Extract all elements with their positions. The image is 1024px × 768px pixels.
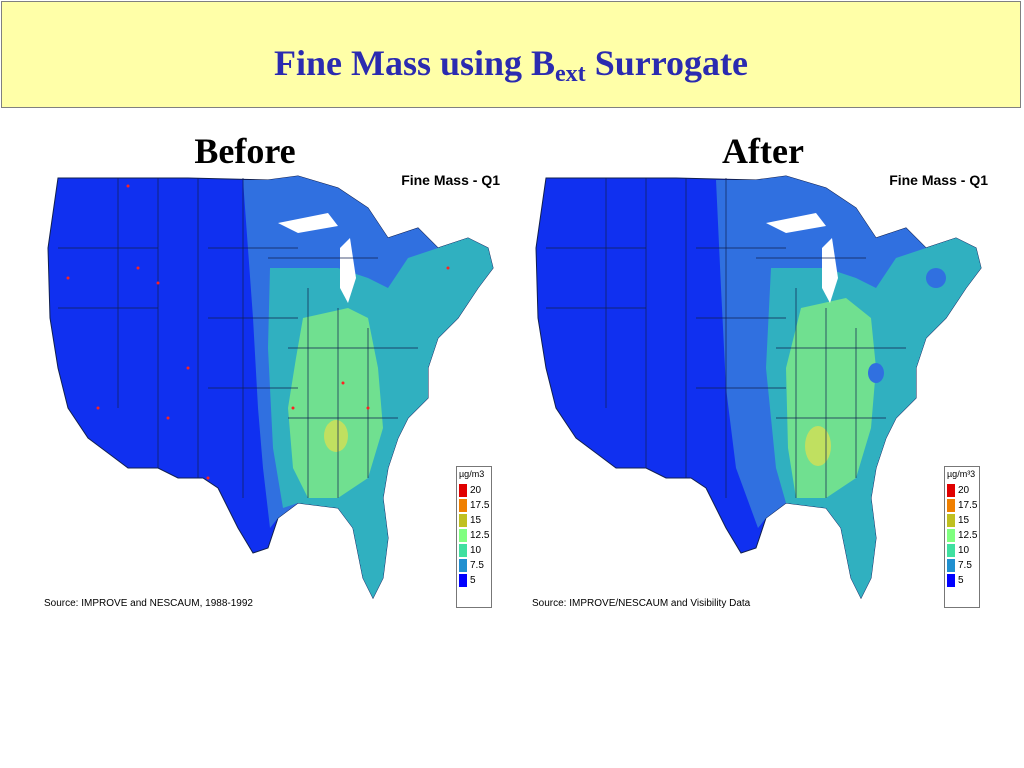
title-main: Fine Mass using B: [273, 43, 556, 83]
legend-row: 15: [947, 513, 969, 528]
after-label: After: [722, 131, 804, 171]
before-map-panel: Fine Mass - Q1 Source: IMPROVE and NESCA…: [38, 168, 508, 613]
before-label: Before: [194, 131, 296, 171]
legend-swatch: [947, 574, 955, 587]
legend-swatch: [459, 484, 467, 497]
after-map-title: Fine Mass - Q1: [889, 172, 988, 188]
legend-level: 10: [470, 545, 482, 556]
legend-level: 7.5: [958, 560, 972, 571]
legend-level: 15: [470, 515, 482, 526]
legend-level: 15: [958, 515, 970, 526]
legend-swatch: [459, 574, 467, 587]
legend-row: 20: [459, 483, 481, 498]
legend-row: 15: [459, 513, 481, 528]
legend-row: 12.5: [459, 528, 489, 543]
legend-swatch: [947, 514, 955, 527]
after-map: [535, 175, 982, 600]
legend-row: 20: [947, 483, 969, 498]
legend-swatch: [459, 544, 467, 557]
before-legend-unit: µg/m3: [459, 469, 485, 479]
after-map-source: Source: IMPROVE/NESCAUM and Visibility D…: [532, 598, 751, 609]
legend-swatch: [947, 529, 955, 542]
before-legend: µg/m3 20 17.5 15 12.5 10 7.5 5: [456, 466, 492, 608]
legend-level: 20: [470, 485, 482, 496]
before-map-source: Source: IMPROVE and NESCAUM, 1988-1992: [44, 598, 253, 609]
legend-row: 17.5: [459, 498, 489, 513]
title-subscript: ext: [555, 61, 586, 87]
legend-swatch: [947, 499, 955, 512]
legend-row: 5: [947, 573, 964, 588]
title-end: Surrogate: [585, 43, 749, 83]
legend-level: 5: [470, 575, 476, 586]
after-map-panel: Fine Mass - Q1 Source: IMPROVE/NESCAUM a…: [526, 168, 996, 613]
legend-swatch: [459, 514, 467, 527]
title-banner: Fine Mass using Bext Surrogate: [1, 1, 1021, 108]
legend-level: 10: [958, 545, 970, 556]
legend-row: 12.5: [947, 528, 977, 543]
before-map-title: Fine Mass - Q1: [401, 172, 500, 188]
legend-swatch: [947, 484, 955, 497]
legend-swatch: [459, 529, 467, 542]
after-legend: µg/m³3 20 17.5 15 12.5 10 7.5 5: [944, 466, 980, 608]
legend-level: 12.5: [470, 530, 490, 541]
legend-level: 12.5: [958, 530, 978, 541]
legend-level: 17.5: [958, 500, 978, 511]
legend-row: 10: [459, 543, 481, 558]
legend-row: 7.5: [459, 558, 484, 573]
legend-swatch: [459, 559, 467, 572]
legend-level: 17.5: [470, 500, 490, 511]
legend-level: 7.5: [470, 560, 484, 571]
legend-level: 5: [958, 575, 964, 586]
legend-level: 20: [958, 485, 970, 496]
legend-row: 7.5: [947, 558, 972, 573]
before-map: [47, 175, 494, 600]
legend-swatch: [947, 559, 955, 572]
legend-swatch: [459, 499, 467, 512]
legend-row: 17.5: [947, 498, 977, 513]
legend-row: 10: [947, 543, 969, 558]
legend-swatch: [947, 544, 955, 557]
legend-row: 5: [459, 573, 476, 588]
after-legend-unit: µg/m³3: [947, 469, 976, 479]
slide-title: Fine Mass using Bext Surrogate: [2, 42, 1020, 88]
